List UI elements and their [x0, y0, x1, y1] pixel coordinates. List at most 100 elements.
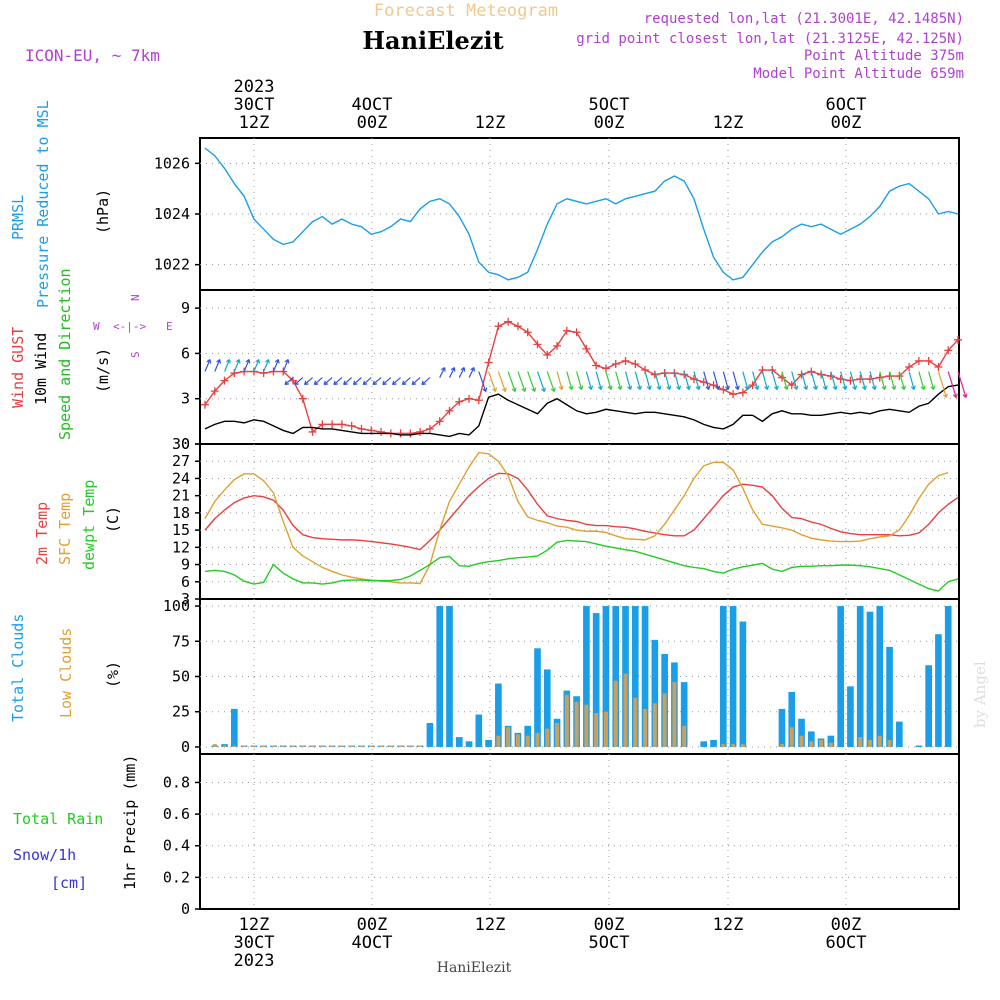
low-clouds-bar — [613, 680, 618, 747]
wind-arrow-head — [943, 393, 948, 398]
wind-direction-arrow — [654, 371, 661, 390]
low-clouds-bar — [232, 745, 237, 747]
wind-arrow-head — [627, 385, 633, 390]
wind-arrow-head — [695, 385, 701, 390]
wind-arrow-head — [588, 385, 594, 390]
wind-direction-arrow — [918, 371, 925, 390]
total-clouds-bar — [866, 611, 874, 747]
low-clouds-bar — [261, 745, 266, 747]
gust-marker — [601, 364, 610, 373]
low-clouds-bar — [398, 745, 403, 747]
low-clouds-bar — [858, 737, 863, 747]
low-clouds-bar — [388, 745, 393, 747]
gust-marker — [914, 356, 923, 365]
wind-arrow-head — [225, 359, 231, 364]
wind-panel-frame — [199, 289, 960, 445]
wind-arrow-head — [255, 359, 261, 364]
total-clouds-label: Total Clouds — [9, 614, 27, 722]
wind-direction-arrow — [624, 371, 632, 390]
wind-direction-arrow — [859, 371, 866, 390]
low-clouds-bar — [349, 745, 354, 747]
ytick-label: 15 — [172, 521, 190, 539]
total-clouds-bar — [455, 737, 463, 747]
wind-direction-arrow — [401, 377, 411, 386]
gust-marker — [425, 424, 434, 433]
wind-arrow-head — [783, 385, 789, 390]
wind-arrow-head — [812, 385, 818, 390]
wind-arrow-head — [705, 385, 711, 390]
wind-direction-arrow — [928, 371, 935, 390]
low-clouds-bar — [877, 735, 882, 747]
ytick-label: 6 — [181, 344, 190, 362]
total-clouds-bar — [651, 639, 659, 747]
total-clouds-bar — [485, 739, 492, 747]
wind-arrow-head — [764, 385, 770, 390]
ytick-label: 0.4 — [163, 837, 190, 855]
wind-direction-arrow — [233, 359, 240, 372]
ytick-label: 9 — [181, 556, 190, 574]
top-label-0-day: 30CT — [234, 95, 275, 115]
total-clouds-bar — [856, 606, 864, 747]
wind-arrow-head — [636, 385, 642, 390]
low-clouds-bar — [740, 744, 745, 747]
wind-direction-arrow — [830, 371, 837, 390]
gust-marker — [543, 350, 552, 359]
low-clouds-bar — [789, 727, 794, 747]
bottom-label-4-hour: 12Z — [713, 915, 744, 935]
station-name: HaniElezit — [362, 26, 503, 55]
wind-direction-arrow — [458, 367, 465, 378]
wind-arrow-head — [303, 380, 309, 386]
top-label-1-day: 4OCT — [352, 95, 393, 115]
low-clouds-bar — [545, 728, 550, 747]
low-clouds-bar — [242, 745, 247, 747]
wind-arrow-head — [962, 393, 968, 398]
gust-marker — [553, 341, 562, 350]
wind-direction-arrow — [605, 371, 612, 390]
total-clouds-bar — [944, 606, 952, 747]
wind-arrow-head — [676, 385, 682, 390]
wind-arrow-head — [450, 367, 456, 372]
wind-arrow-head — [656, 385, 662, 390]
total-clouds-bar — [886, 646, 893, 747]
total-clouds-bar — [583, 606, 590, 747]
ytick-label: 0 — [181, 900, 190, 918]
sfc-temp-line — [204, 451, 949, 585]
bottom-label-3-hour: 00Z — [594, 915, 625, 935]
wind-arrow-head — [901, 385, 906, 390]
ytick-label: 0.6 — [163, 805, 190, 823]
wind-arrow-head — [597, 385, 603, 390]
low-clouds-bar — [819, 739, 824, 747]
wind-direction-arrow — [810, 371, 817, 390]
gust-marker — [298, 394, 307, 403]
model-label: ICON-EU, ~ 7km — [25, 46, 160, 65]
total-clouds-bar — [426, 723, 434, 747]
gust-marker — [455, 397, 464, 406]
gust-marker — [875, 373, 884, 382]
ytick-label: 27 — [172, 452, 190, 470]
total-clouds-bar — [925, 665, 932, 747]
bottom-year: 2023 — [234, 951, 275, 971]
bottom-label-1-hour: 00Z — [357, 915, 388, 935]
low-clouds-bar — [515, 734, 520, 747]
total-clouds-bar — [876, 606, 884, 747]
pressure-line — [204, 147, 959, 281]
wind-direction-arrow — [761, 371, 768, 390]
ytick-label: 21 — [172, 487, 190, 505]
gust-marker — [484, 358, 493, 367]
wind-arrow-head — [617, 385, 623, 390]
wind-direction-arrow — [411, 377, 421, 386]
wind-direction-arrow — [243, 359, 250, 372]
total-clouds-bar — [778, 708, 786, 747]
total-clouds-bar — [739, 621, 747, 747]
info-model-altitude: Model Point Altitude 659m — [753, 66, 964, 82]
wind-direction-arrow — [566, 371, 573, 390]
low-clouds-bar — [359, 745, 364, 747]
wind-arrow-head — [441, 367, 446, 372]
chart-title: Forecast Meteogram — [374, 1, 558, 21]
wind-direction-arrow — [556, 371, 563, 390]
ytick-label: 100 — [163, 597, 190, 615]
wind-arrow-head — [861, 385, 867, 390]
low-clouds-bar — [887, 739, 892, 747]
wind-direction-arrow — [595, 371, 602, 390]
gust-marker — [318, 420, 327, 429]
